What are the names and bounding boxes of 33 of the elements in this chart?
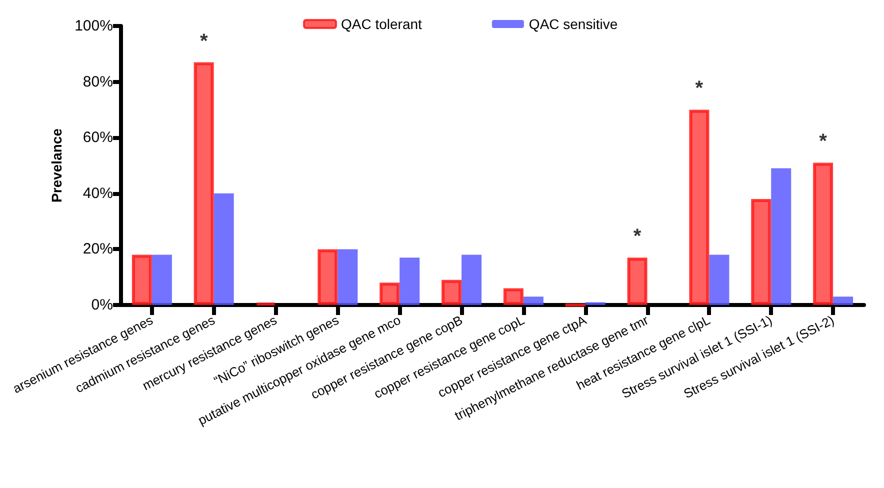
annotation: *: [633, 226, 642, 248]
bar: [813, 162, 834, 305]
bar: [771, 168, 792, 305]
y-tick-label: 100%: [74, 18, 113, 34]
y-tick-label: 40%: [82, 184, 113, 202]
bar: [214, 193, 234, 305]
y-axis-title: Prevelance: [48, 128, 65, 202]
annotation: *: [695, 78, 704, 100]
y-tick-label: 60%: [82, 129, 113, 146]
bar: [833, 296, 854, 305]
bar: [627, 258, 648, 305]
legend-label: QAC sensitive: [528, 16, 618, 32]
bar: [132, 254, 152, 305]
bar: [689, 110, 710, 305]
bar: [462, 254, 482, 305]
bar: [523, 296, 544, 305]
bar: [318, 249, 338, 305]
y-tick-label: 80%: [82, 73, 113, 90]
bar: [380, 282, 400, 305]
y-tick-label: 20%: [82, 240, 113, 258]
y-tick-label: 0%: [91, 296, 113, 314]
annotation: *: [819, 130, 828, 153]
bar: [152, 254, 172, 305]
bar: [400, 258, 420, 305]
bar: [503, 288, 524, 305]
bar: [751, 198, 772, 305]
bar: [709, 254, 730, 305]
bar: [442, 280, 462, 305]
bar: [585, 302, 606, 305]
legend-label: QAC tolerant: [341, 16, 422, 32]
annotation: *: [200, 30, 208, 52]
bar: [194, 62, 214, 305]
bar: [338, 249, 358, 305]
